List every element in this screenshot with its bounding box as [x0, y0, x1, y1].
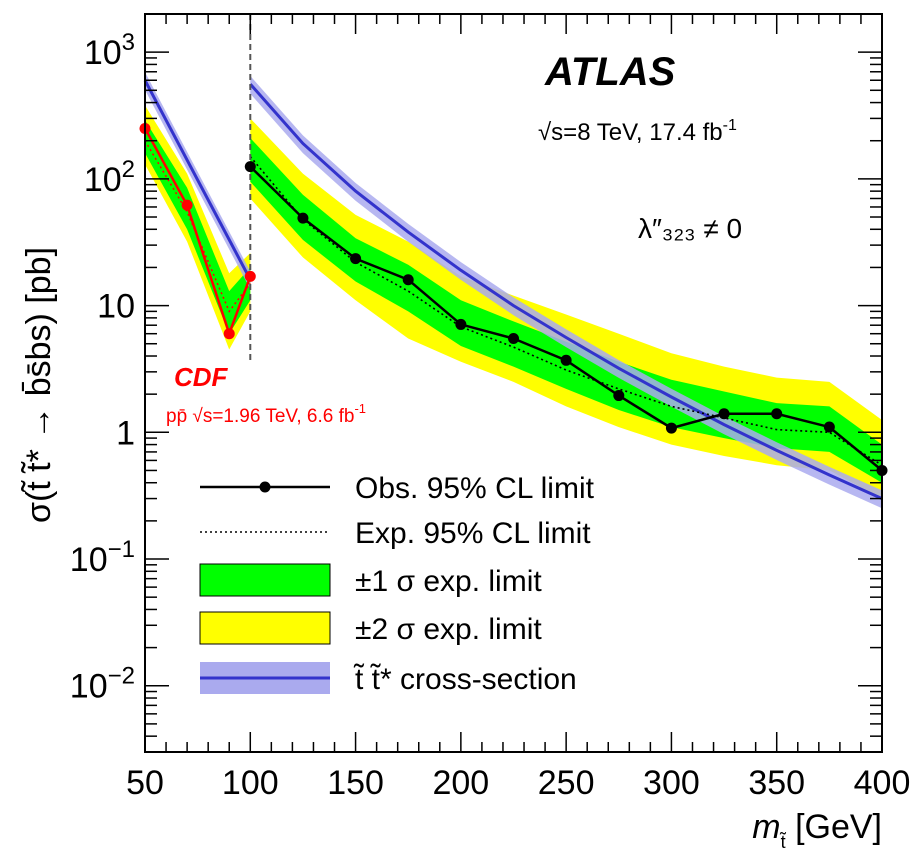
cdf-observed-point	[223, 328, 235, 340]
cdf-observed-point	[181, 199, 193, 211]
legend-item-exp: Exp. 95% CL limit	[200, 517, 591, 550]
atlas-observed-point	[350, 253, 362, 265]
y-tick-label: 1	[116, 414, 135, 452]
x-tick-label: 200	[432, 764, 489, 802]
theory-line-0	[143, 79, 252, 281]
cdf-observed-point	[244, 270, 256, 282]
theory-band-1	[250, 75, 883, 509]
cdf-label: CDF	[174, 362, 229, 392]
x-tick-label: 300	[643, 764, 700, 802]
atlas-observed-point	[455, 318, 467, 330]
atlas-observed-point	[402, 274, 414, 286]
y-tick-label: 102	[84, 156, 135, 199]
cdf-observed-line	[143, 127, 252, 338]
legend-band1-swatch	[199, 563, 331, 597]
legend-label: ±1 σ exp. limit	[355, 565, 542, 598]
atlas-observed-point	[771, 408, 783, 420]
legend-item-obs: Obs. 95% CL limit	[200, 472, 595, 505]
x-tick-label: 250	[538, 764, 595, 802]
x-tick-label: 50	[126, 764, 164, 802]
x-tick-label: 150	[327, 764, 384, 802]
x-tick-label: 100	[222, 764, 279, 802]
legend-label: Obs. 95% CL limit	[355, 472, 595, 505]
energy-label: √s=8 TeV, 17.4 fb-1	[538, 117, 737, 146]
coupling-label: λ″₃₂₃ ≠ 0	[638, 213, 742, 244]
theory-line-1	[249, 83, 883, 500]
atlas-observed-point	[718, 408, 730, 420]
legend-item-band1: ±1 σ exp. limit	[199, 563, 542, 598]
atlas-observed-point	[508, 332, 519, 344]
x-ticks: 50 100 150 200 250 300 350 400	[126, 14, 910, 802]
atlas-observed-point	[613, 390, 625, 402]
x-axis-title: mt̃ [GeV]	[752, 808, 882, 850]
atlas-observed-point	[244, 161, 256, 173]
axes-layer: 50 100 150 200 250 300 350 400 10310210110−110−…	[70, 13, 910, 802]
y-axis-title: σ(t̃ t̃* → b̄s̄bs) [pb]	[20, 247, 58, 523]
cdf-expected-line	[144, 140, 251, 313]
lines-layer	[139, 14, 888, 500]
experiment-label: ATLAS	[544, 50, 676, 94]
cdf-band-1sigma	[145, 120, 251, 334]
cdf-sublabel: pp̄ √s=1.96 TeV, 6.6 fb-1	[166, 401, 366, 427]
legend-item-theory: t̃ t̃* cross-section	[200, 662, 577, 696]
atlas-observed-point	[560, 354, 572, 366]
y-tick-label: 10−1	[70, 536, 135, 579]
atlas-band-1sigma	[250, 138, 883, 483]
bands-layer	[145, 72, 883, 509]
legend-label: Exp. 95% CL limit	[355, 517, 591, 550]
x-tick-label: 350	[748, 764, 805, 802]
y-tick-label: 10	[97, 288, 135, 326]
y-tick-label: 10−2	[70, 663, 135, 706]
x-tick-label: 400	[854, 764, 911, 802]
legend-label: t̃ t̃* cross-section	[353, 663, 577, 696]
atlas-observed-point	[823, 421, 835, 433]
legend: Obs. 95% CL limit Exp. 95% CL limit ±1 σ e…	[199, 472, 595, 696]
plot-frame	[144, 13, 883, 753]
y-tick-label: 103	[84, 29, 135, 72]
atlas-observed-point	[297, 212, 309, 224]
atlas-observed-point	[665, 422, 677, 434]
text-layer: ATLAS √s=8 TeV, 17.4 fb-1 λ″₃₂₃ ≠ 0 CDF …	[20, 50, 882, 850]
legend-item-band2: ±2 σ exp. limit	[199, 611, 542, 646]
legend-label: ±2 σ exp. limit	[355, 613, 542, 646]
legend-obs-marker	[259, 481, 271, 493]
atlas-expected-line	[249, 156, 883, 466]
legend-band2-swatch	[199, 611, 331, 645]
